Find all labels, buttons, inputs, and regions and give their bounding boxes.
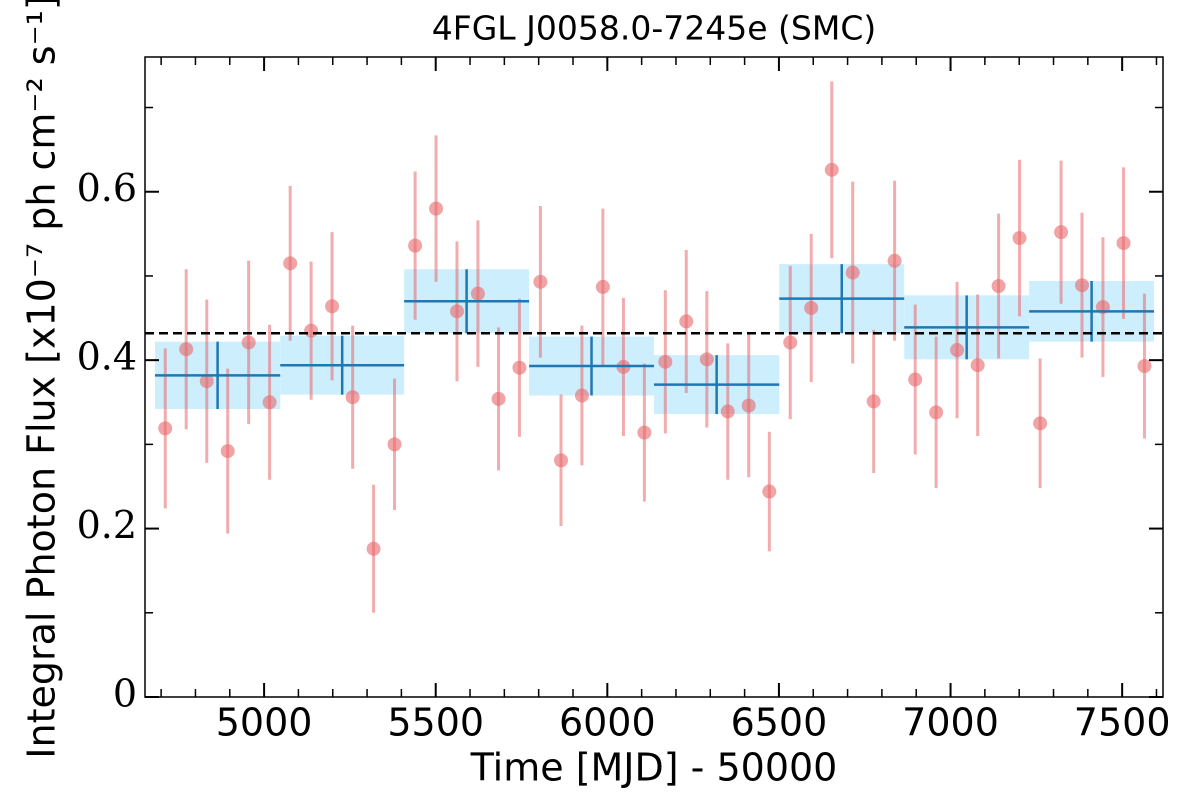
point <box>408 238 423 253</box>
point <box>325 299 340 314</box>
x-axis-label: Time [MJD] - 50000 <box>470 746 838 790</box>
y-tick-label: 0.2 <box>77 503 137 547</box>
point <box>304 323 319 338</box>
y-axis-label: Integral Photon Flux [x10⁻⁷ ph cm⁻² s⁻¹] <box>20 0 64 759</box>
x-tick-label: 5500 <box>387 701 484 745</box>
point <box>345 390 360 405</box>
point <box>241 335 256 350</box>
point <box>991 279 1006 294</box>
x-tick-label: 7000 <box>902 701 999 745</box>
point <box>553 453 568 468</box>
point <box>950 343 965 358</box>
point <box>762 484 777 499</box>
point <box>574 388 589 403</box>
point <box>533 274 548 289</box>
point <box>491 391 506 406</box>
point <box>970 358 985 373</box>
point <box>908 372 923 387</box>
x-tick-label: 6500 <box>731 701 828 745</box>
point <box>199 374 214 389</box>
point <box>658 354 673 369</box>
y-tick-label: 0.6 <box>77 166 137 210</box>
plot-frame <box>144 56 1164 698</box>
y-tick-label: 0 <box>113 672 137 716</box>
point <box>220 444 235 459</box>
point <box>1116 236 1131 251</box>
point <box>699 352 714 367</box>
point <box>1074 278 1089 293</box>
point <box>741 398 756 413</box>
point <box>1012 231 1027 246</box>
point <box>512 360 527 375</box>
point <box>783 335 798 350</box>
point <box>929 405 944 420</box>
point <box>158 421 173 436</box>
point <box>283 256 298 271</box>
point <box>387 437 402 452</box>
point <box>804 300 819 315</box>
x-tick-label: 7500 <box>1074 701 1171 745</box>
point <box>595 279 610 294</box>
point <box>824 162 839 177</box>
point <box>429 201 444 216</box>
point <box>887 253 902 268</box>
point <box>1137 359 1152 374</box>
point <box>679 314 694 329</box>
point <box>720 404 735 419</box>
x-tick-label: 5000 <box>216 701 313 745</box>
point <box>845 265 860 280</box>
point <box>262 395 277 410</box>
point <box>1033 416 1048 431</box>
point <box>866 394 881 409</box>
point <box>1054 225 1069 240</box>
x-tick-label: 6000 <box>559 701 656 745</box>
chart-title: 4FGL J0058.0-7245e (SMC) <box>432 9 877 48</box>
point <box>449 304 464 319</box>
point <box>179 342 194 357</box>
y-tick-label: 0.4 <box>77 335 137 379</box>
point <box>470 286 485 301</box>
point <box>637 425 652 440</box>
point <box>366 541 381 556</box>
